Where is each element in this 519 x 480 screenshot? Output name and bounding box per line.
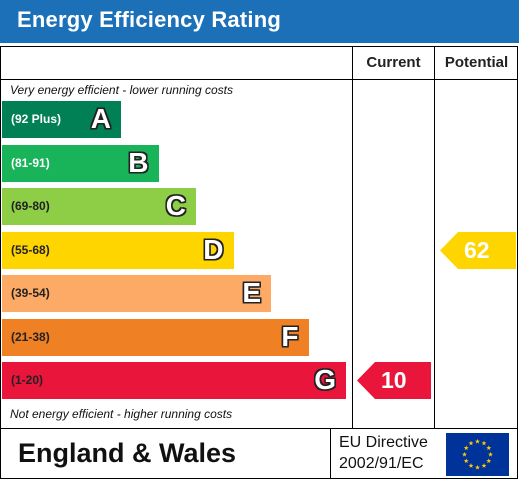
band-range-label: (21-38) xyxy=(11,329,50,344)
directive-line-2: 2002/91/EC xyxy=(339,455,424,472)
eu-star-icon xyxy=(463,458,469,464)
potential-column-divider xyxy=(434,46,435,429)
band-range-label: (55-68) xyxy=(11,242,50,257)
band-a: (92 Plus) A xyxy=(2,101,121,138)
band-letter: G xyxy=(314,364,336,395)
eu-star-icon xyxy=(475,464,480,470)
band-c: (69-80) C xyxy=(2,188,196,225)
header-bar: Energy Efficiency Rating xyxy=(0,0,519,43)
eu-flag-icon xyxy=(446,433,509,476)
band-letter: A xyxy=(90,103,111,134)
band-range-label: (1-20) xyxy=(11,373,44,387)
potential-rating-value: 62 xyxy=(464,236,490,263)
directive-line-1: EU Directive xyxy=(339,434,428,451)
current-rating-arrow: 10 xyxy=(357,362,431,399)
eu-star-icon xyxy=(463,445,469,451)
band-letter: E xyxy=(242,277,261,308)
band-letter: D xyxy=(203,233,224,265)
current-arrow-shape xyxy=(357,362,431,399)
band-letter: B xyxy=(128,146,149,178)
band-range-label: (69-80) xyxy=(11,199,50,213)
eu-star-icon xyxy=(475,438,480,444)
current-column-divider xyxy=(352,46,353,429)
band-f: (21-38) F xyxy=(2,318,309,356)
band-range-label: (39-54) xyxy=(11,286,50,300)
band-g: (1-20) G xyxy=(2,362,346,399)
footer-divider xyxy=(0,428,518,429)
band-b: (81-91) B xyxy=(2,144,159,182)
potential-column-header: Potential xyxy=(444,54,509,71)
eu-star-icon xyxy=(486,458,492,464)
band-e: (39-54) E xyxy=(2,275,271,312)
bottom-note: Not energy efficient - higher running co… xyxy=(10,407,233,421)
column-header-divider xyxy=(0,79,518,80)
eu-star-icon xyxy=(481,440,487,446)
eu-star-icon xyxy=(468,440,474,446)
top-note: Very energy efficient - lower running co… xyxy=(10,83,233,97)
eu-star-icon xyxy=(488,451,493,457)
chart-title: Energy Efficiency Rating xyxy=(17,7,281,32)
current-rating-value: 10 xyxy=(381,367,407,393)
band-letter: C xyxy=(165,190,186,221)
eu-star-icon xyxy=(481,463,487,468)
eu-star-icon xyxy=(468,463,474,468)
band-range-label: (92 Plus) xyxy=(11,112,62,126)
band-letter: F xyxy=(281,320,299,352)
footer-column-divider xyxy=(330,429,331,479)
eu-star-icon xyxy=(462,451,467,457)
potential-rating-arrow: 62 xyxy=(440,231,516,269)
band-d: (55-68) D xyxy=(2,231,234,269)
potential-arrow-shape xyxy=(440,231,516,269)
band-range-label: (81-91) xyxy=(11,155,50,170)
eu-star-icon xyxy=(486,445,492,451)
region-label: England & Wales xyxy=(18,438,237,468)
current-column-header: Current xyxy=(366,54,421,71)
rating-frame xyxy=(0,46,518,479)
